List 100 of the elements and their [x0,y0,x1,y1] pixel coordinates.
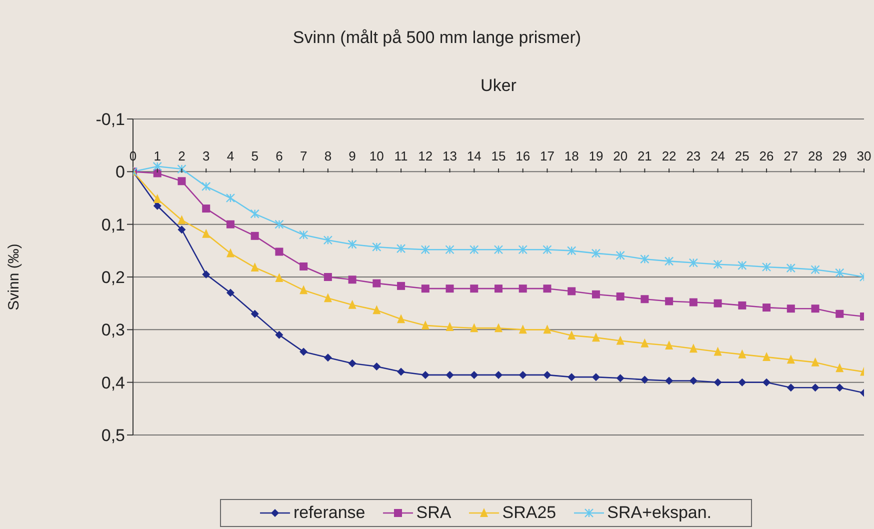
point [226,193,236,203]
point [470,284,478,293]
point [470,245,479,254]
point [445,245,454,254]
point [689,376,698,385]
point [543,370,552,379]
x-tick-label: 1 [154,148,161,164]
point [324,354,332,362]
point [397,282,406,290]
point [372,305,381,314]
point [300,348,308,356]
point [665,340,674,350]
x-tick-label: 29 [832,148,847,164]
point [567,246,576,256]
point [762,378,771,386]
x-tick-label: 17 [540,148,554,164]
point [348,240,357,249]
x-tick-label: 6 [276,148,283,164]
point [738,260,747,270]
x-tick-label: 23 [686,148,701,164]
point [397,368,406,376]
point [616,250,625,260]
point [178,226,186,234]
point [616,374,624,382]
point [738,301,746,310]
point [786,304,795,313]
point [298,230,308,240]
x-tick-label: 15 [491,148,506,164]
point [762,262,772,272]
point [323,236,333,245]
x-tick-label: 16 [516,148,530,164]
point [396,244,406,254]
point [494,284,502,293]
point [518,284,527,293]
x-tick-label: 21 [637,148,652,164]
point [714,346,722,356]
point [250,232,259,240]
point [640,376,649,384]
x-axis-title: Uker [480,76,518,96]
x-tick-label: 8 [324,148,332,164]
point [275,273,284,282]
point [274,220,284,229]
point [714,378,722,386]
point [348,276,356,284]
point [738,378,746,386]
point [348,359,356,368]
point [300,285,308,294]
point [568,373,576,382]
y-tick-label: 0,5 [101,426,125,446]
point [421,284,430,293]
point [592,373,600,382]
y-tick-label: 0 [116,162,125,182]
point [518,324,527,334]
point [688,258,698,268]
point [518,245,528,254]
x-tick-label: 28 [808,148,822,164]
y-tick-label: -0,1 [96,110,125,130]
point [713,260,722,269]
point [738,349,746,358]
point [616,336,624,345]
point [421,320,430,330]
point [543,284,552,293]
x-tick-label: 2 [178,148,186,164]
point [836,310,844,318]
chart-title: Svinn (målt på 500 mm lange prismer) [292,28,582,48]
x-tick-label: 11 [394,148,408,164]
point [372,279,381,288]
x-tick-label: 14 [466,148,482,164]
point [177,164,186,174]
point [202,182,211,192]
point [226,288,234,297]
x-tick-label: 22 [662,148,676,164]
legend-label: SRA+ekspan. [607,503,712,523]
point [836,384,844,392]
y-axis-title: Svinn (‰) [5,244,22,310]
y-tick-label: 0,4 [101,373,125,392]
point [786,263,796,273]
point [811,304,820,313]
point [275,248,284,256]
point [616,292,624,300]
point [518,370,527,379]
point [640,338,649,348]
y-tick-label: 0,1 [101,215,125,234]
point [592,332,600,342]
x-tick-label: 26 [759,148,774,164]
point [689,298,698,306]
x-tick-label: 19 [588,148,604,164]
point [714,299,722,308]
point [152,162,162,171]
point [470,370,478,379]
x-tick-label: 18 [564,148,579,164]
y-tick-label: 0,2 [101,268,125,288]
point [178,177,186,186]
point [786,354,795,364]
point [250,209,260,218]
point [153,194,162,204]
point [786,384,795,392]
point [250,262,259,272]
point [810,265,820,274]
point [397,314,406,324]
